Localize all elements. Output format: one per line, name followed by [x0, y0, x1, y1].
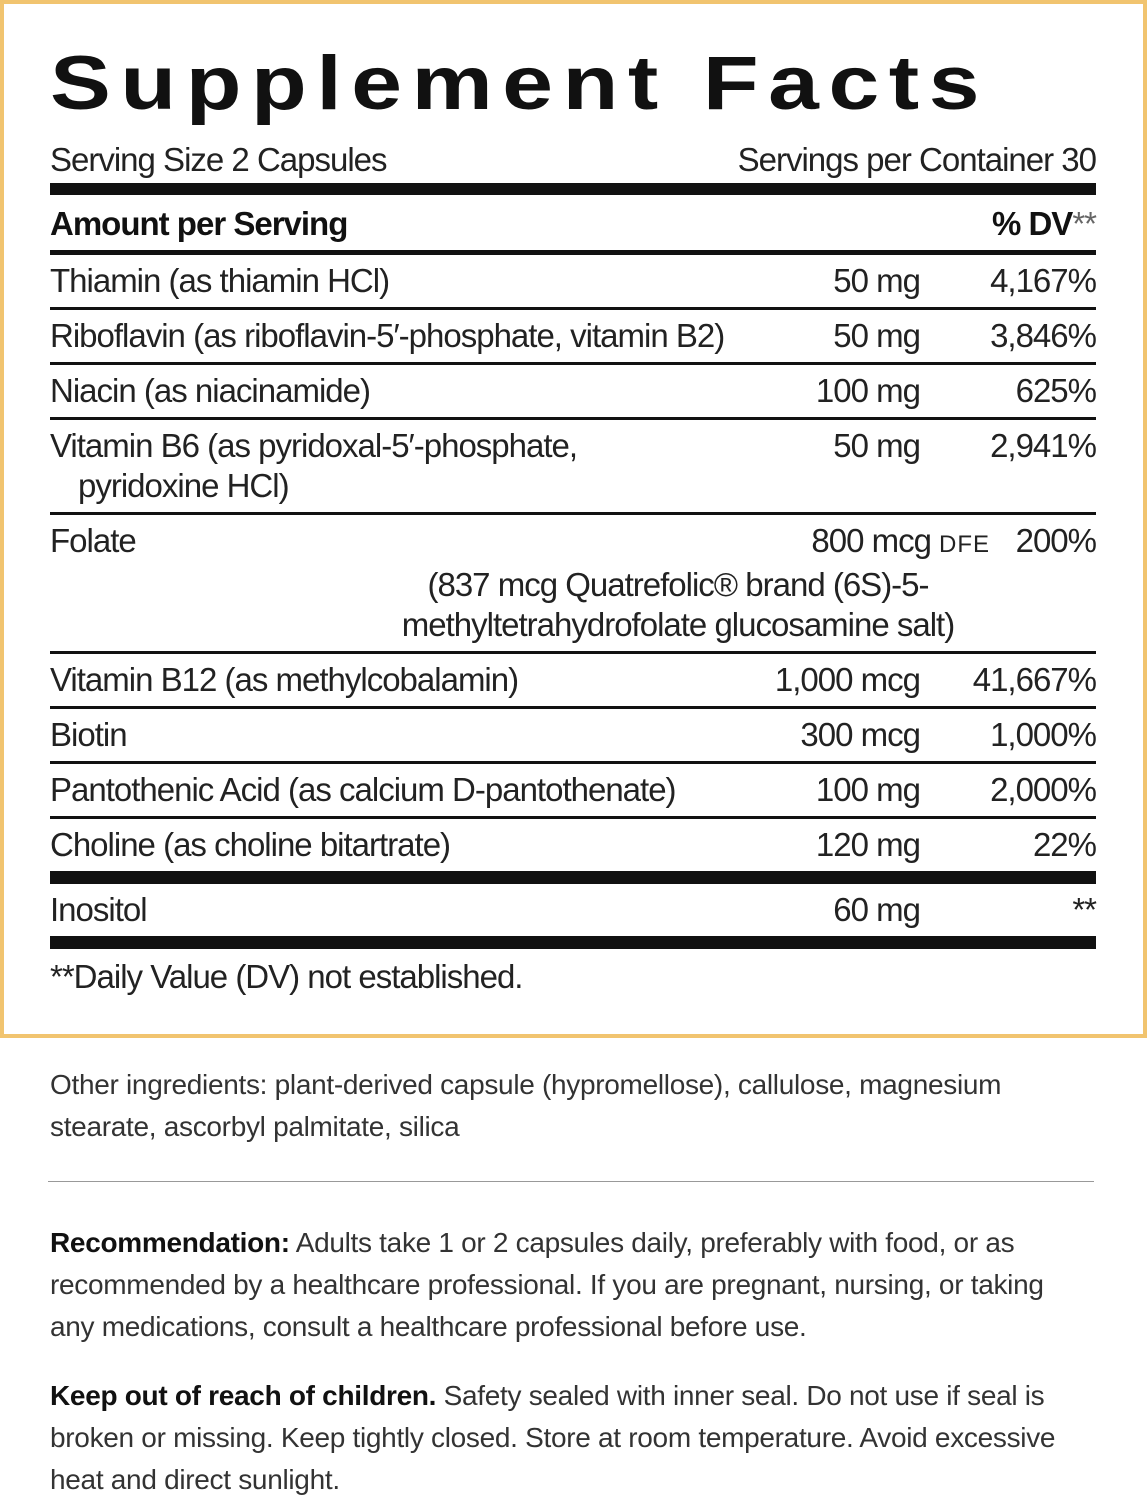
nutrient-amount: 60 mg: [740, 890, 926, 930]
nutrient-name: Pantothenic Acid (as calcium D-pantothen…: [50, 771, 677, 808]
daily-value: 200%: [1015, 522, 1097, 559]
table-header: Amount per Serving % DV**: [50, 195, 1097, 250]
rows: Thiamin (as thiamin HCl) 50 mg 4,167% Ribof…: [50, 255, 1097, 949]
nutrient-amount: 100 mg: [740, 770, 926, 810]
nutrient-row: Pantothenic Acid (as calcium D-pantothen…: [50, 764, 1097, 819]
recommendation: Recommendation: Adults take 1 or 2 capsu…: [50, 1222, 1080, 1348]
dv-header-wrap: % DV**: [991, 195, 1097, 250]
nutrient-amount: 300 mcg: [740, 715, 926, 755]
amount-value: 50 mg: [833, 427, 921, 464]
nutrient-amount: 800 mcg DFE: [740, 521, 989, 565]
nutrient-name: Inositol: [50, 891, 148, 928]
facts-panel: [0, 0, 1147, 1038]
warning-label: Keep out of reach of children.: [50, 1380, 437, 1411]
daily-value: 3,846%: [990, 317, 1097, 354]
amount-value: 100 mg: [815, 771, 921, 808]
daily-value: 22%: [1032, 826, 1097, 863]
nutrient-name: Vitamin B12 (as methylcobalamin): [50, 661, 519, 698]
nutrient-amount: 100 mg: [740, 371, 926, 411]
nutrient-name: Riboflavin (as riboflavin-5′-phosphate, …: [50, 317, 725, 354]
rule: [50, 183, 1096, 195]
nutrient-row: Biotin 300 mcg 1,000%: [50, 709, 1097, 764]
nutrient-name: Choline (as choline bitartrate): [50, 826, 451, 863]
nutrient-row: Folate 800 mcg DFE 200% (837 mcg Quatrefolic…: [50, 515, 1097, 654]
nutrient-row: Choline (as choline bitartrate) 120 mg 22%: [50, 819, 1097, 871]
nutrient-name: Folate: [50, 522, 137, 559]
facts-table: Serving Size 2 Capsules Servings per Con…: [50, 136, 1097, 1005]
nutrient-amount: 1,000 mcg: [740, 660, 926, 700]
amount-value: 300 mcg: [800, 716, 921, 753]
daily-value: 2,941%: [990, 427, 1097, 464]
amount-value: 120 mg: [815, 826, 921, 863]
amount-value: 50 mg: [833, 317, 921, 354]
amount-value: 60 mg: [833, 891, 921, 928]
other-ingredients: Other ingredients: plant-derived capsule…: [50, 1069, 1002, 1142]
serving-line: Serving Size 2 Capsules Servings per Con…: [50, 136, 1097, 183]
footnote: **Daily Value (DV) not established.: [50, 958, 523, 995]
nutrient-name: Niacin (as niacinamide): [50, 372, 371, 409]
dv-header: % DV: [991, 205, 1073, 242]
amount-value: 50 mg: [833, 262, 921, 299]
dv-mark: **: [1072, 205, 1097, 242]
nutrient-amount: 50 mg: [740, 261, 926, 301]
nutrient-row: Vitamin B12 (as methylcobalamin) 1,000 mc…: [50, 654, 1097, 709]
nutrient-amount: 50 mg: [740, 426, 926, 506]
nutrient-name: Vitamin B6 (as pyridoxal-5′-phosphate, p…: [50, 427, 578, 504]
amount-header: Amount per Serving: [50, 205, 348, 242]
nutrient-row: Inositol 60 mg **: [50, 884, 1097, 936]
daily-value: 41,667%: [972, 661, 1097, 698]
warning-text: Safety sealed with inner seal. Do not us…: [50, 1380, 1056, 1495]
serving-size: Serving Size 2 Capsules: [50, 141, 388, 178]
daily-value: 4,167%: [990, 262, 1097, 299]
nutrient-name: Biotin: [50, 716, 128, 753]
nutrient-row: Niacin (as niacinamide) 100 mg 625%: [50, 365, 1097, 420]
servings-per-container: Servings per Container 30: [737, 141, 1097, 178]
rule: [50, 250, 1096, 255]
amount-value: 800 mcg: [811, 522, 932, 559]
amount-value: 1,000 mcg: [774, 661, 921, 698]
recommendation-text: Adults take 1 or 2 capsules daily, prefe…: [50, 1227, 1044, 1342]
daily-value: **: [1072, 891, 1097, 928]
nutrient-row: Riboflavin (as riboflavin-5′-phosphate, …: [50, 310, 1097, 365]
amount-value: 100 mg: [815, 372, 921, 409]
daily-value: 2,000%: [990, 771, 1097, 808]
nutrient-row: Thiamin (as thiamin HCl) 50 mg 4,167%: [50, 255, 1097, 310]
nutrient-amount: 50 mg: [740, 316, 926, 356]
recommendation-label: Recommendation:: [50, 1227, 290, 1258]
daily-value: 625%: [1015, 372, 1097, 409]
rule: [50, 936, 1096, 949]
nutrient-name: Thiamin (as thiamin HCl): [50, 262, 390, 299]
rule: [50, 871, 1096, 884]
title: Supplement Facts: [50, 41, 990, 126]
divider: [48, 1181, 1094, 1182]
daily-value: 1,000%: [990, 716, 1097, 753]
warning: Keep out of reach of children. Safety se…: [50, 1375, 1080, 1501]
amount-unit: DFE: [939, 531, 990, 558]
nutrient-amount: 120 mg: [740, 825, 926, 865]
nutrient-note: (837 mcg Quatrefolic® brand (6S)-5-methy…: [401, 566, 955, 643]
nutrient-row: Vitamin B6 (as pyridoxal-5′-phosphate, p…: [50, 420, 1097, 515]
